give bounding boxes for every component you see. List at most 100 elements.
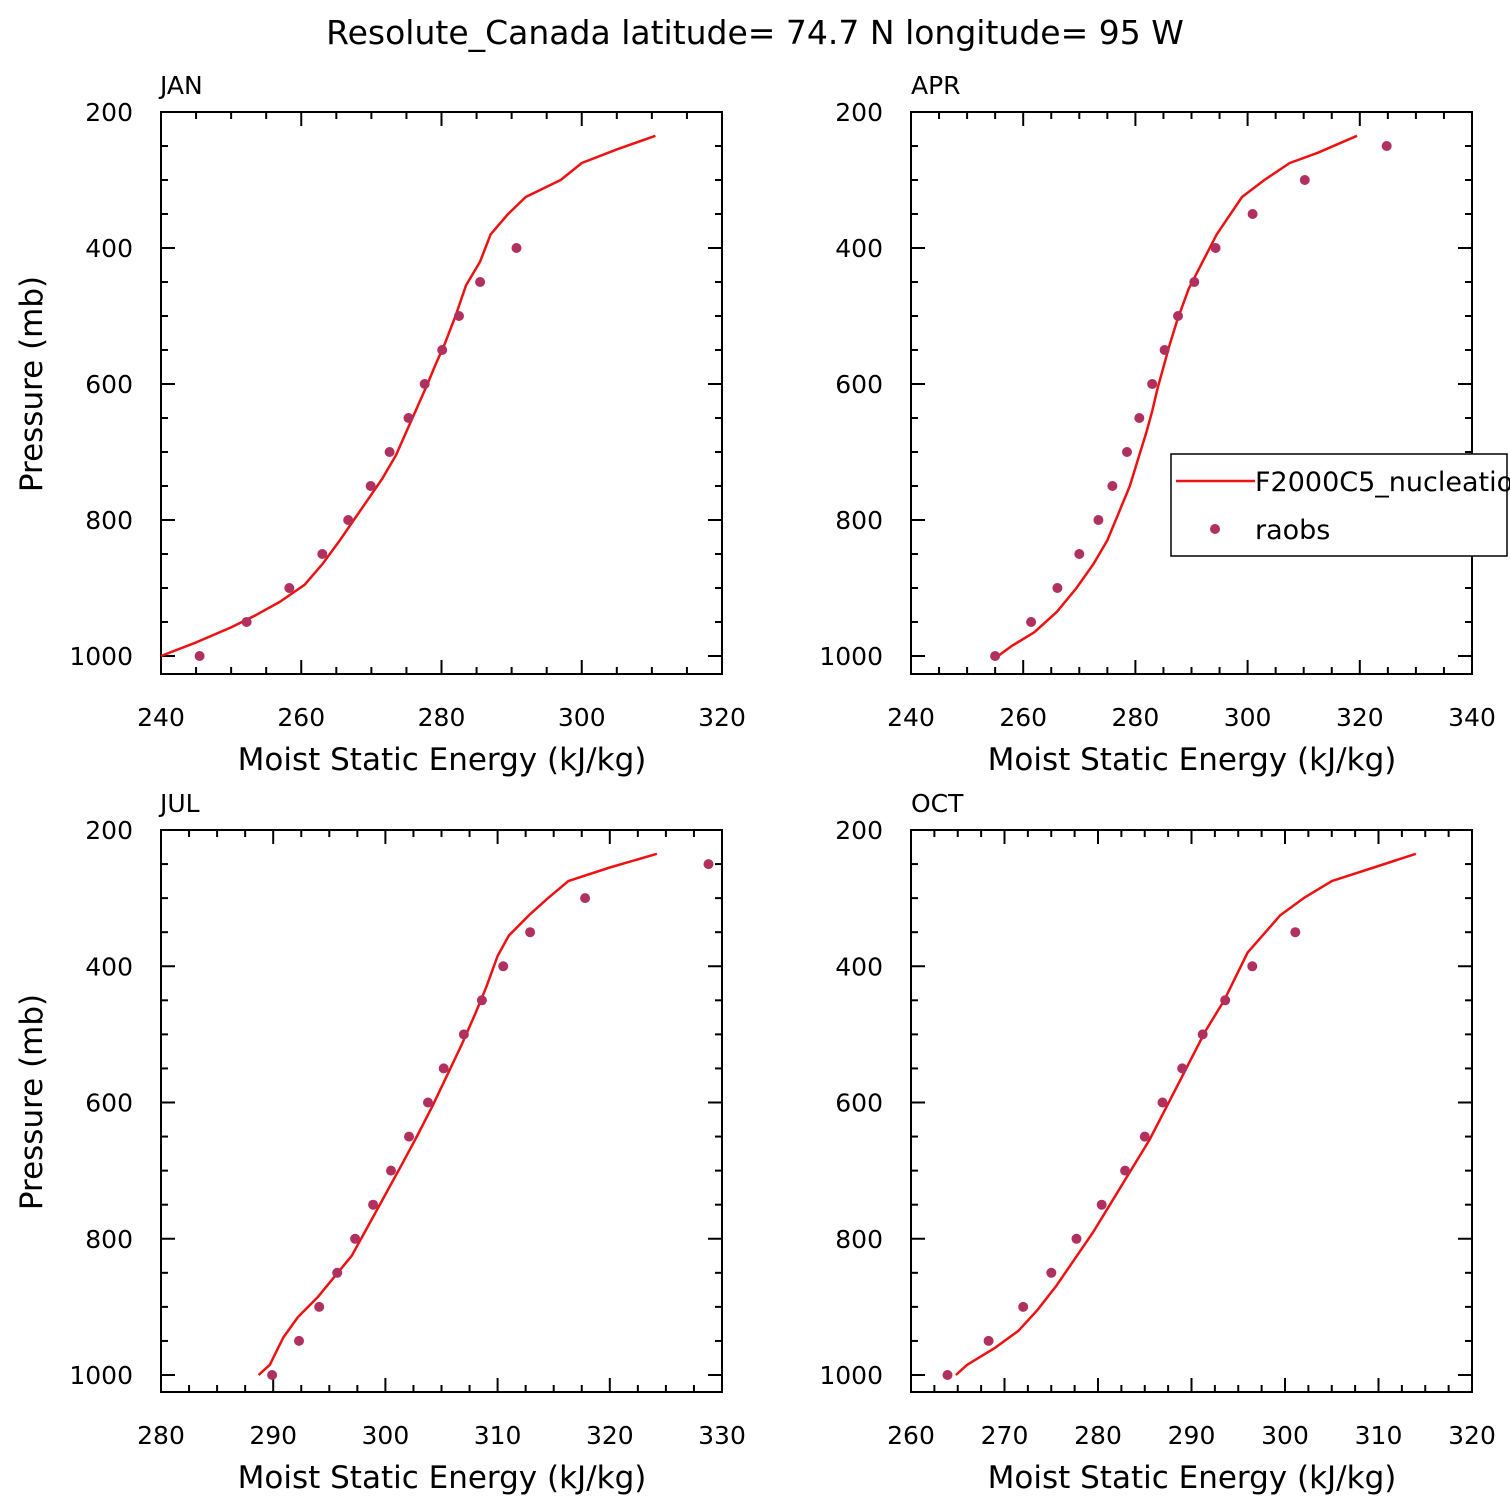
raobs-point	[476, 995, 487, 1006]
raobs-point	[284, 583, 295, 593]
raobs-point	[1157, 1097, 1168, 1108]
x-tick-label: 320	[698, 703, 746, 732]
panel-apr: APR 240 260 280 300 320 340 200 400 600 800 1000 M…	[819, 71, 1495, 778]
y-tick-label: 400	[85, 234, 133, 263]
model-profile-line	[257, 852, 658, 1376]
raobs-point	[1381, 141, 1392, 151]
x-tick-label: 280	[1112, 703, 1160, 732]
plot-area: 240 260 280 300 320 200 400 600 800 1000	[69, 98, 745, 732]
panel-jul: JUL 280 290 300 310 320 330 200 400 600 800 1000 M…	[14, 789, 746, 1496]
raobs-point	[1046, 1267, 1057, 1278]
y-tick-label: 200	[835, 816, 883, 845]
x-tick-label: 320	[1336, 703, 1384, 732]
x-axis-title: Moist Static Energy (kJ/kg)	[238, 1460, 647, 1496]
model-profile-line	[955, 852, 1417, 1376]
raobs-point	[1159, 345, 1170, 355]
raobs-point	[241, 617, 252, 627]
raobs-point	[267, 1370, 278, 1380]
y-tick-label: 200	[85, 98, 133, 127]
x-tick-label: 340	[1448, 703, 1496, 732]
y-tick-label: 600	[85, 370, 133, 399]
legend: F2000C5_nucleation raobs	[1170, 453, 1510, 557]
raobs-point	[404, 1131, 414, 1142]
raobs-point	[1220, 995, 1231, 1006]
x-axis-title: Moist Static Energy (kJ/kg)	[238, 742, 647, 778]
raobs-point	[317, 549, 328, 559]
raobs-point	[1134, 413, 1145, 423]
x-tick-label: 300	[1261, 1421, 1309, 1450]
x-axis-title: Moist Static Energy (kJ/kg)	[988, 742, 1397, 778]
raobs-point	[525, 927, 536, 938]
raobs-point	[454, 311, 464, 321]
x-tick-label: 310	[1355, 1421, 1403, 1450]
panel-title: APR	[911, 71, 961, 100]
x-tick-label: 270	[981, 1421, 1029, 1450]
y-tick-label: 1000	[819, 642, 883, 671]
raobs-point	[384, 447, 395, 457]
raobs-point	[1247, 209, 1258, 219]
y-tick-label: 200	[85, 816, 133, 845]
plot-frame	[910, 829, 1473, 1393]
x-tick-label: 260	[999, 703, 1047, 732]
raobs-point	[314, 1301, 325, 1312]
raobs-point	[1247, 961, 1258, 972]
x-tick-label: 290	[249, 1421, 297, 1450]
raobs-point	[580, 893, 591, 904]
x-tick-label: 330	[698, 1421, 746, 1450]
raobs-point	[403, 413, 414, 423]
x-tick-label: 280	[418, 703, 466, 732]
legend-marker-swatch	[1210, 524, 1220, 534]
legend-label: raobs	[1255, 515, 1330, 546]
y-tick-label: 1000	[819, 1361, 883, 1390]
raobs-point	[511, 243, 522, 253]
raobs-point	[703, 859, 714, 870]
raobs-point	[1071, 1233, 1082, 1244]
raobs-point	[1096, 1199, 1107, 1210]
legend-box	[1170, 453, 1508, 557]
y-tick-label: 400	[835, 234, 883, 263]
panel-title: JAN	[158, 71, 203, 100]
raobs-point	[1120, 1165, 1131, 1176]
raobs-point	[350, 1233, 361, 1244]
raobs-point	[419, 379, 430, 389]
raobs-point	[294, 1335, 304, 1346]
y-tick-label: 200	[835, 98, 883, 127]
plot-area: 260 270 280 290 300 310 320 200 400 600 800 1000	[819, 816, 1495, 1450]
raobs-point	[458, 1029, 469, 1040]
y-axis-title: Pressure (mb)	[14, 276, 50, 492]
y-tick-label: 800	[835, 1225, 883, 1254]
raobs-point	[368, 1199, 379, 1210]
raobs-point	[1122, 447, 1132, 457]
raobs-point	[1189, 277, 1200, 287]
x-tick-label: 260	[277, 703, 325, 732]
raobs-point	[1018, 1301, 1029, 1312]
raobs-point	[423, 1097, 433, 1108]
y-tick-label: 400	[835, 952, 883, 981]
plot-area: 240 260 280 300 320 340 200 400 600 800 1000	[819, 98, 1495, 732]
raobs-point	[332, 1267, 343, 1278]
x-tick-label: 280	[137, 1421, 185, 1450]
x-tick-label: 320	[586, 1421, 634, 1450]
x-tick-label: 300	[558, 703, 606, 732]
raobs-point	[1290, 927, 1301, 938]
legend-label: F2000C5_nucleation	[1255, 467, 1510, 498]
raobs-point	[1026, 617, 1037, 627]
raobs-point	[437, 345, 448, 355]
raobs-point	[194, 651, 205, 661]
raobs-point	[942, 1370, 953, 1380]
plot-frame	[160, 111, 723, 675]
figure-title: Resolute_Canada latitude= 74.7 N longitu…	[326, 13, 1184, 52]
x-tick-label: 290	[1168, 1421, 1216, 1450]
raobs-point	[475, 277, 486, 287]
model-profile-line	[997, 134, 1358, 658]
x-tick-label: 240	[887, 703, 935, 732]
raobs-point	[1173, 311, 1183, 321]
raobs-point	[1052, 583, 1063, 593]
x-tick-label: 300	[362, 1421, 410, 1450]
raobs-point	[1093, 515, 1104, 525]
raobs-point	[1147, 379, 1158, 389]
raobs-point	[1299, 175, 1310, 185]
plot-area: 280 290 300 310 320 330 200 400 600 800 1000	[69, 816, 745, 1450]
x-tick-label: 240	[137, 703, 185, 732]
raobs-point	[1107, 481, 1118, 491]
